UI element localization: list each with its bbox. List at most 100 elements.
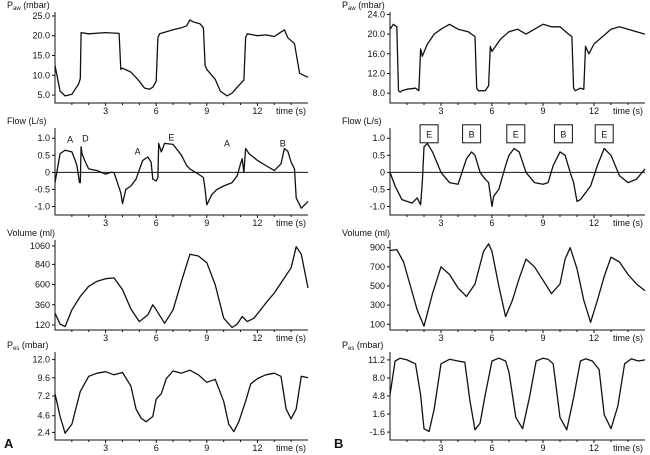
x-axis-label: time (s) xyxy=(276,218,306,228)
y-tick-label: 840 xyxy=(35,259,50,269)
axis-frame xyxy=(54,128,308,216)
x-tick-label: 12 xyxy=(589,443,599,453)
y-tick-label: 0.5 xyxy=(372,150,385,160)
series-line xyxy=(389,23,646,93)
y-tick-label: 900 xyxy=(370,243,385,253)
x-tick-label: 12 xyxy=(589,333,599,343)
x-tick-label: 9 xyxy=(540,218,545,228)
y-tick-label: 2.4 xyxy=(37,427,50,437)
y-axis-label: Volume (ml) xyxy=(7,228,55,238)
series-line xyxy=(389,243,646,327)
y-tick-label: 1.0 xyxy=(372,133,385,143)
x-axis-label: time (s) xyxy=(613,106,643,116)
annotation-label: E xyxy=(513,129,519,139)
y-axis-label: Paw (mbar) xyxy=(342,0,385,12)
y-tick-label: 500 xyxy=(370,281,385,291)
y-tick-label: 20.0 xyxy=(32,31,50,41)
x-axis-label: time (s) xyxy=(613,333,643,343)
x-tick-label: 6 xyxy=(154,333,159,343)
x-tick-label: 6 xyxy=(489,443,494,453)
y-axis-label: Volume (ml) xyxy=(342,228,390,238)
x-tick-label: 3 xyxy=(103,333,108,343)
y-axis-label: Pes (mbar) xyxy=(342,340,383,352)
x-tick-label: 6 xyxy=(154,106,159,116)
annotation-label: A xyxy=(224,139,230,149)
x-tick-label: 9 xyxy=(204,218,209,228)
y-tick-label: -0.5 xyxy=(34,184,50,194)
annotation-label: E xyxy=(601,129,607,139)
x-tick-label: 3 xyxy=(438,218,443,228)
y-tick-label: 24.0 xyxy=(367,9,385,19)
y-tick-label: 11.2 xyxy=(368,355,385,365)
series-line xyxy=(54,19,309,97)
x-axis-label: time (s) xyxy=(276,106,306,116)
x-axis-label: time (s) xyxy=(276,443,306,453)
y-axis-label: Paw (mbar) xyxy=(7,0,50,12)
x-tick-label: 12 xyxy=(252,218,262,228)
x-tick-label: 9 xyxy=(204,443,209,453)
y-axis-label: Flow (L/s) xyxy=(7,116,47,126)
chart-a-2: -1.0-0.500.51.03 6 9 12 time (s)Flow (L/s)A D… xyxy=(7,116,309,228)
x-tick-label: 3 xyxy=(103,218,108,228)
axis-frame xyxy=(54,240,308,331)
y-tick-label: 16.0 xyxy=(367,49,385,59)
chart-a-1: 5.0 10.0 15.0 20.0 25.0 3 6 9 12 time (s) Paw (mba… xyxy=(7,0,309,116)
x-tick-label: 6 xyxy=(489,218,494,228)
y-tick-label: 360 xyxy=(35,300,50,310)
y-tick-label: 700 xyxy=(370,262,385,272)
annotation-label: A xyxy=(67,134,73,144)
x-tick-label: 9 xyxy=(204,333,209,343)
y-axis-label: Pes (mbar) xyxy=(7,340,48,352)
y-tick-label: -0.5 xyxy=(369,184,385,194)
x-tick-label: 6 xyxy=(489,106,494,116)
y-tick-label: 600 xyxy=(35,280,50,290)
y-tick-label: 1.6 xyxy=(372,409,385,419)
axis-frame xyxy=(54,352,308,441)
x-tick-label: 6 xyxy=(154,218,159,228)
x-tick-label: 12 xyxy=(252,106,262,116)
y-tick-label: 25.0 xyxy=(32,11,50,21)
annotation-label: B xyxy=(560,129,566,139)
y-tick-label: 9.6 xyxy=(37,373,50,383)
annotation-box xyxy=(462,124,482,144)
y-tick-label: 4.8 xyxy=(372,391,385,401)
y-tick-label: 300 xyxy=(370,300,385,310)
x-tick-label: 12 xyxy=(252,443,262,453)
panel-label-a: A xyxy=(4,436,14,451)
series-line xyxy=(389,142,646,208)
annotation-label: B xyxy=(469,129,475,139)
annotation-box xyxy=(506,124,526,144)
x-axis-label: time (s) xyxy=(613,218,643,228)
y-tick-label: 5.0 xyxy=(37,90,50,100)
annotation-label: D xyxy=(82,134,89,144)
series-line xyxy=(54,142,309,209)
y-tick-label: 1060 xyxy=(30,241,50,251)
y-tick-label: 0 xyxy=(45,167,50,177)
x-tick-label: 9 xyxy=(540,106,545,116)
annotation-box xyxy=(553,124,573,144)
axis-frame xyxy=(389,12,645,104)
x-tick-label: 6 xyxy=(154,443,159,453)
x-tick-label: 3 xyxy=(438,333,443,343)
chart-b-2: -1.0 -0.5 0 0.5 1.0 3 6 9 12 time (s) Flow (L/s) E B… xyxy=(342,116,646,228)
chart-b-4: -1.6 1.6 4.8 8.0 11.2 3 6 9 12 time (s) Pes (mbar) xyxy=(342,340,646,453)
y-tick-label: 120 xyxy=(35,320,50,330)
y-tick-label: 1.0 xyxy=(37,133,50,143)
chart-b-1: 8.0 12.0 16.0 20.0 24.0 3 6 9 12 time (s) Paw (mba… xyxy=(342,0,646,116)
y-tick-label: 10.0 xyxy=(32,70,50,80)
annotation-box xyxy=(594,124,614,144)
y-tick-label: 0 xyxy=(380,167,385,177)
y-tick-label: 8.0 xyxy=(372,88,385,98)
annotation-label: A xyxy=(135,147,141,157)
y-tick-label: 12.0 xyxy=(367,68,385,78)
x-tick-label: 12 xyxy=(589,106,599,116)
series-line xyxy=(389,357,646,433)
chart-a-4: 2.4 4.6 7.2 9.6 12.0 3 6 9 12 time (s) Pes (mbar) xyxy=(7,340,309,453)
x-tick-label: 3 xyxy=(103,106,108,116)
x-tick-label: 6 xyxy=(489,333,494,343)
y-tick-label: 100 xyxy=(370,319,385,329)
series-line xyxy=(54,369,309,434)
y-tick-label: 15.0 xyxy=(32,51,50,61)
annotation-label: E xyxy=(168,133,174,143)
